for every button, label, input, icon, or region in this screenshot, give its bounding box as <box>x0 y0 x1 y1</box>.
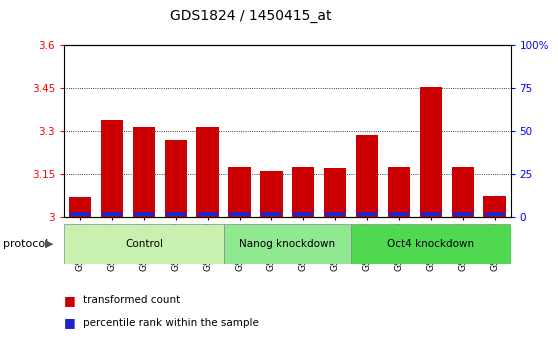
Bar <box>357 213 377 216</box>
Bar <box>196 127 219 217</box>
Bar <box>261 213 281 216</box>
Bar <box>389 213 409 216</box>
Bar <box>69 197 92 217</box>
Bar <box>388 167 410 217</box>
Bar <box>483 196 506 217</box>
Bar <box>294 213 314 216</box>
Bar <box>420 87 442 217</box>
Bar <box>198 213 218 216</box>
Bar <box>451 167 474 217</box>
Bar <box>421 213 441 216</box>
Text: Oct4 knockdown: Oct4 knockdown <box>387 239 474 249</box>
Bar <box>260 171 282 217</box>
Text: Control: Control <box>125 239 163 249</box>
Bar <box>101 120 123 217</box>
Bar <box>102 213 122 216</box>
Bar <box>229 213 249 216</box>
Text: ■: ■ <box>64 294 76 307</box>
Bar <box>292 167 315 217</box>
Bar <box>325 213 345 216</box>
Text: ▶: ▶ <box>45 239 53 249</box>
Bar <box>228 167 251 217</box>
Bar <box>166 213 186 216</box>
Bar <box>356 135 378 217</box>
Text: protocol: protocol <box>3 239 48 249</box>
Bar <box>224 224 351 264</box>
Bar <box>165 140 187 217</box>
Text: GDS1824 / 1450415_at: GDS1824 / 1450415_at <box>170 9 332 23</box>
Text: transformed count: transformed count <box>83 295 180 305</box>
Bar <box>64 224 224 264</box>
Bar <box>133 127 155 217</box>
Bar <box>484 213 504 216</box>
Bar <box>453 213 473 216</box>
Bar <box>324 168 347 217</box>
Text: Nanog knockdown: Nanog knockdown <box>239 239 335 249</box>
Bar <box>351 224 511 264</box>
Bar <box>70 213 90 216</box>
Text: ■: ■ <box>64 316 76 329</box>
Bar <box>134 213 154 216</box>
Text: percentile rank within the sample: percentile rank within the sample <box>83 318 258 327</box>
